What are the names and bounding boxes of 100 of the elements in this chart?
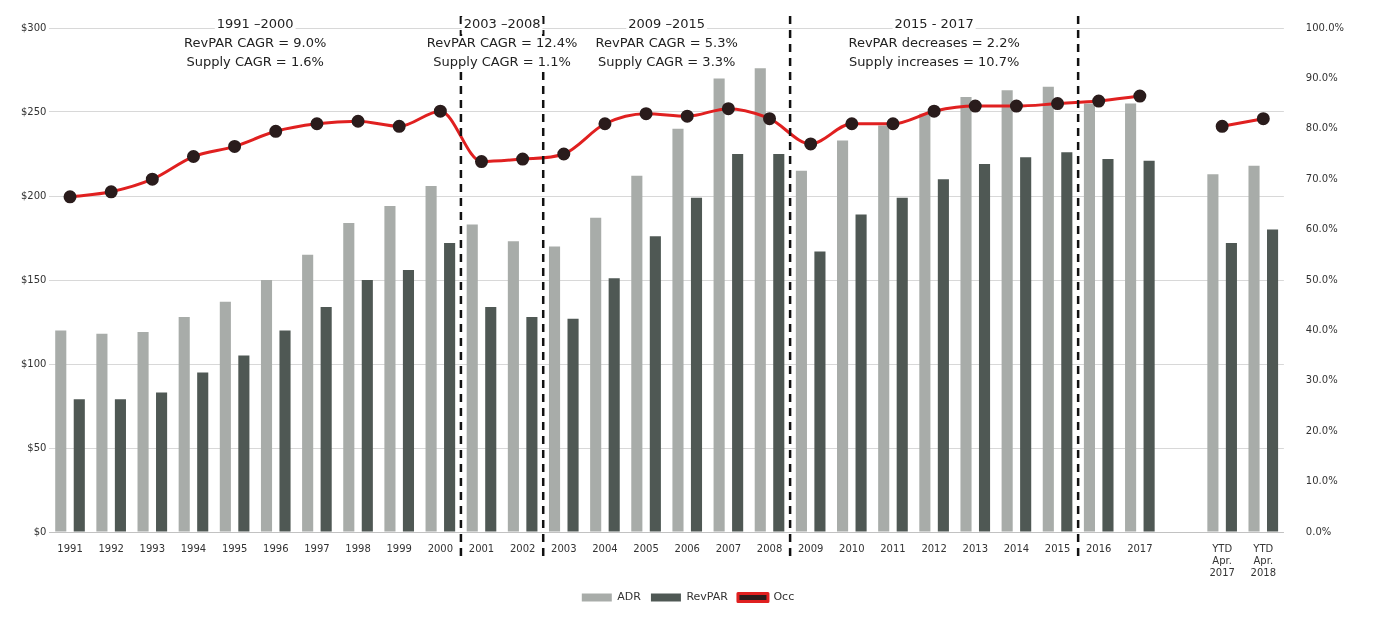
bar bbox=[837, 140, 849, 532]
bar bbox=[402, 269, 415, 532]
bar bbox=[590, 217, 602, 532]
bar bbox=[919, 113, 931, 532]
bar bbox=[507, 241, 519, 532]
y-tick-label: $100 bbox=[21, 357, 47, 369]
x-tick-label: 2010 bbox=[839, 542, 865, 554]
bar bbox=[978, 164, 991, 532]
bar bbox=[690, 197, 703, 532]
x-tick-label: 2012 bbox=[921, 542, 947, 554]
x-tick-label: 2000 bbox=[427, 542, 454, 554]
bar bbox=[1020, 157, 1032, 532]
bar bbox=[425, 185, 437, 532]
bar bbox=[608, 278, 620, 532]
x-tick-label: 2016 bbox=[1085, 542, 1112, 554]
x-tick-label: 1994 bbox=[180, 542, 207, 554]
bar bbox=[444, 243, 456, 532]
legend-label: Occ bbox=[773, 590, 795, 604]
y2-tick-label: 50.0% bbox=[1305, 273, 1338, 285]
bar bbox=[672, 128, 684, 532]
x-tick-label: 2017 bbox=[1127, 542, 1153, 554]
x-tick-label: 2008 bbox=[756, 542, 783, 554]
bar bbox=[855, 214, 867, 532]
bar bbox=[320, 306, 332, 532]
bar bbox=[343, 222, 355, 532]
annotation: 2015 - 2017 RevPAR decreases = 2.2% Supply increases = 10.7% bbox=[848, 15, 1020, 69]
legend-label: ADR bbox=[617, 590, 642, 604]
bar bbox=[631, 175, 643, 532]
y2-tick-label: 60.0% bbox=[1305, 223, 1338, 235]
x-tick-label: 2015 bbox=[1044, 542, 1071, 554]
bar bbox=[1061, 152, 1073, 532]
bar bbox=[279, 330, 291, 532]
x-tick-label: 1997 bbox=[304, 542, 330, 554]
bar bbox=[55, 330, 67, 532]
x-tick-label: YTD Apr. 2018 bbox=[1250, 542, 1277, 578]
annotation: 1991 –2000 RevPAR CAGR = 9.0% Supply CAGR = 1.6% bbox=[184, 15, 327, 69]
bar bbox=[960, 96, 972, 532]
bar bbox=[1083, 103, 1095, 532]
bar bbox=[485, 306, 497, 532]
bar bbox=[197, 372, 209, 532]
bar bbox=[238, 355, 250, 532]
bar bbox=[178, 316, 190, 532]
bar bbox=[526, 316, 538, 532]
annotation: 2009 –2015 RevPAR CAGR = 5.3% Supply CAGR = 3.3% bbox=[595, 15, 738, 69]
y2-tick-label: 100.0% bbox=[1305, 21, 1345, 33]
bar bbox=[1248, 165, 1260, 532]
x-tick-label: 2011 bbox=[880, 542, 906, 554]
bar bbox=[937, 179, 949, 532]
bar bbox=[795, 170, 807, 532]
bar bbox=[156, 392, 168, 532]
x-tick-label: 2007 bbox=[715, 542, 742, 554]
y-tick-label: $200 bbox=[21, 189, 47, 201]
x-tick-label: 2002 bbox=[509, 542, 536, 554]
bar bbox=[260, 280, 273, 532]
bar bbox=[384, 206, 396, 532]
x-tick-label: 2013 bbox=[962, 542, 988, 554]
y-tick-label: $150 bbox=[21, 273, 47, 285]
bar bbox=[73, 399, 85, 532]
y2-tick-label: 10.0% bbox=[1305, 475, 1338, 487]
bar bbox=[713, 78, 725, 532]
y2-tick-label: 70.0% bbox=[1305, 172, 1338, 184]
y-tick-label: $250 bbox=[21, 105, 47, 117]
bar bbox=[732, 154, 744, 532]
x-tick-label: 1998 bbox=[345, 542, 371, 554]
x-tick-label: 1992 bbox=[98, 542, 124, 554]
bar bbox=[754, 68, 766, 532]
bar bbox=[302, 254, 314, 532]
x-tick-label: 1995 bbox=[221, 542, 248, 554]
bar bbox=[466, 224, 478, 532]
x-tick-label: 2014 bbox=[1003, 542, 1030, 554]
y2-tick-label: 90.0% bbox=[1305, 71, 1338, 83]
y-tick-label: $50 bbox=[27, 441, 47, 453]
bar bbox=[649, 236, 661, 532]
y2-tick-label: 0.0% bbox=[1305, 525, 1332, 537]
x-tick-label: 1999 bbox=[386, 542, 412, 554]
x-tick-label: 2009 bbox=[797, 542, 824, 554]
annotation: 2003 –2008 RevPAR CAGR = 12.4% Supply CAGR = 1.1% bbox=[426, 15, 578, 69]
legend-label: RevPAR bbox=[686, 590, 729, 604]
x-tick-label: 1993 bbox=[139, 542, 166, 554]
x-tick-label: YTD Apr. 2017 bbox=[1209, 542, 1235, 578]
x-tick-label: 2006 bbox=[674, 542, 700, 554]
bar bbox=[137, 332, 149, 532]
bar bbox=[878, 125, 890, 532]
bar bbox=[1225, 243, 1237, 532]
bar bbox=[1267, 229, 1279, 532]
y2-tick-label: 20.0% bbox=[1305, 424, 1338, 436]
bar bbox=[1102, 159, 1114, 532]
bar bbox=[1001, 90, 1013, 532]
y2-tick-label: 80.0% bbox=[1305, 122, 1338, 134]
x-tick-label: 1996 bbox=[263, 542, 289, 554]
y2-tick-label: 40.0% bbox=[1305, 323, 1338, 335]
y-tick-label: $300 bbox=[21, 21, 47, 33]
bar bbox=[548, 246, 561, 532]
x-tick-label: 2003 bbox=[551, 542, 577, 554]
y2-tick-label: 30.0% bbox=[1305, 374, 1338, 386]
bar bbox=[773, 154, 785, 532]
bar bbox=[1207, 174, 1219, 532]
x-tick-label: 2004 bbox=[592, 542, 618, 554]
x-tick-label: 1991 bbox=[57, 542, 83, 554]
bar bbox=[219, 301, 231, 532]
